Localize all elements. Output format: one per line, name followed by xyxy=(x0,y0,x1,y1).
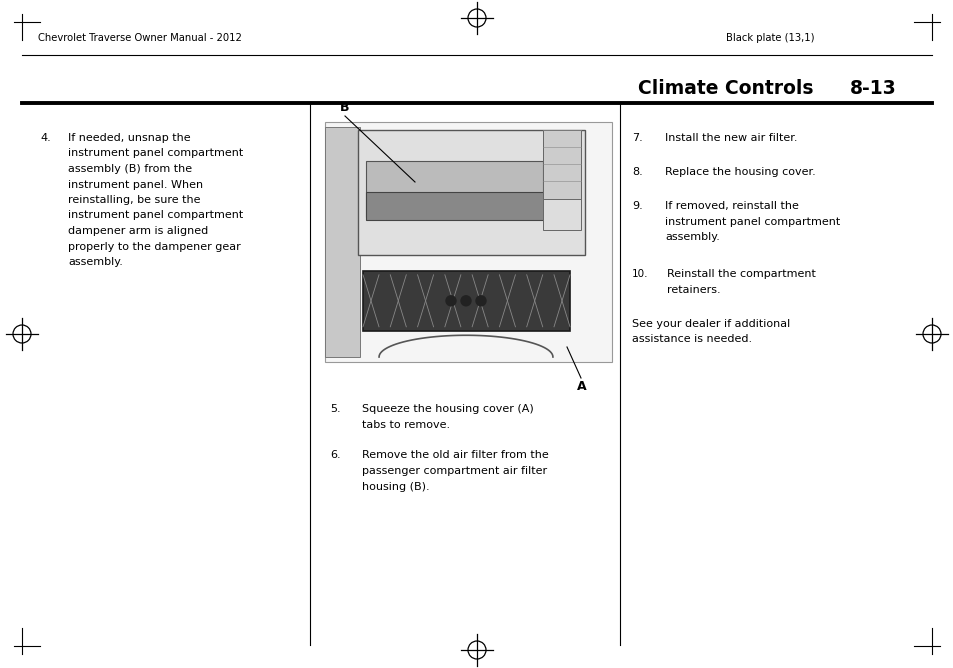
Text: 4.: 4. xyxy=(40,133,51,143)
Text: assembly (B) from the: assembly (B) from the xyxy=(68,164,192,174)
Bar xyxy=(325,122,612,362)
Circle shape xyxy=(446,296,456,306)
Text: assembly.: assembly. xyxy=(68,257,123,267)
Text: tabs to remove.: tabs to remove. xyxy=(361,420,450,430)
Text: See your dealer if additional: See your dealer if additional xyxy=(631,319,789,329)
Bar xyxy=(363,271,569,331)
Text: 8-13: 8-13 xyxy=(849,79,896,98)
Text: Reinstall the compartment: Reinstall the compartment xyxy=(666,269,815,279)
Text: Black plate (13,1): Black plate (13,1) xyxy=(725,33,814,43)
Text: A: A xyxy=(577,380,586,393)
Text: Climate Controls: Climate Controls xyxy=(638,79,813,98)
Text: Install the new air filter.: Install the new air filter. xyxy=(664,133,797,143)
Text: If needed, unsnap the: If needed, unsnap the xyxy=(68,133,191,143)
Text: instrument panel. When: instrument panel. When xyxy=(68,180,203,190)
Bar xyxy=(366,161,542,217)
Bar xyxy=(542,142,580,230)
Text: instrument panel compartment: instrument panel compartment xyxy=(68,148,243,158)
Text: reinstalling, be sure the: reinstalling, be sure the xyxy=(68,195,200,205)
Text: instrument panel compartment: instrument panel compartment xyxy=(664,216,840,226)
Text: housing (B).: housing (B). xyxy=(361,482,429,492)
Circle shape xyxy=(460,296,471,306)
Circle shape xyxy=(476,296,485,306)
Bar xyxy=(325,127,359,357)
Text: 7.: 7. xyxy=(631,133,642,143)
Text: 8.: 8. xyxy=(631,167,642,177)
Text: B: B xyxy=(339,101,349,114)
Text: assistance is needed.: assistance is needed. xyxy=(631,335,751,345)
Text: assembly.: assembly. xyxy=(664,232,720,242)
Bar xyxy=(542,130,580,198)
Text: instrument panel compartment: instrument panel compartment xyxy=(68,210,243,220)
Text: properly to the dampener gear: properly to the dampener gear xyxy=(68,242,240,251)
Text: passenger compartment air filter: passenger compartment air filter xyxy=(361,466,547,476)
Text: retainers.: retainers. xyxy=(666,285,720,295)
Text: Squeeze the housing cover (A): Squeeze the housing cover (A) xyxy=(361,404,533,414)
Text: Replace the housing cover.: Replace the housing cover. xyxy=(664,167,815,177)
Text: 9.: 9. xyxy=(631,201,642,211)
Bar xyxy=(366,192,573,220)
Text: 6.: 6. xyxy=(330,450,340,460)
Bar xyxy=(357,130,584,255)
Text: dampener arm is aligned: dampener arm is aligned xyxy=(68,226,208,236)
Text: Chevrolet Traverse Owner Manual - 2012: Chevrolet Traverse Owner Manual - 2012 xyxy=(38,33,242,43)
Text: 10.: 10. xyxy=(631,269,648,279)
Text: Remove the old air filter from the: Remove the old air filter from the xyxy=(361,450,548,460)
Text: 5.: 5. xyxy=(330,404,340,414)
Text: If removed, reinstall the: If removed, reinstall the xyxy=(664,201,798,211)
